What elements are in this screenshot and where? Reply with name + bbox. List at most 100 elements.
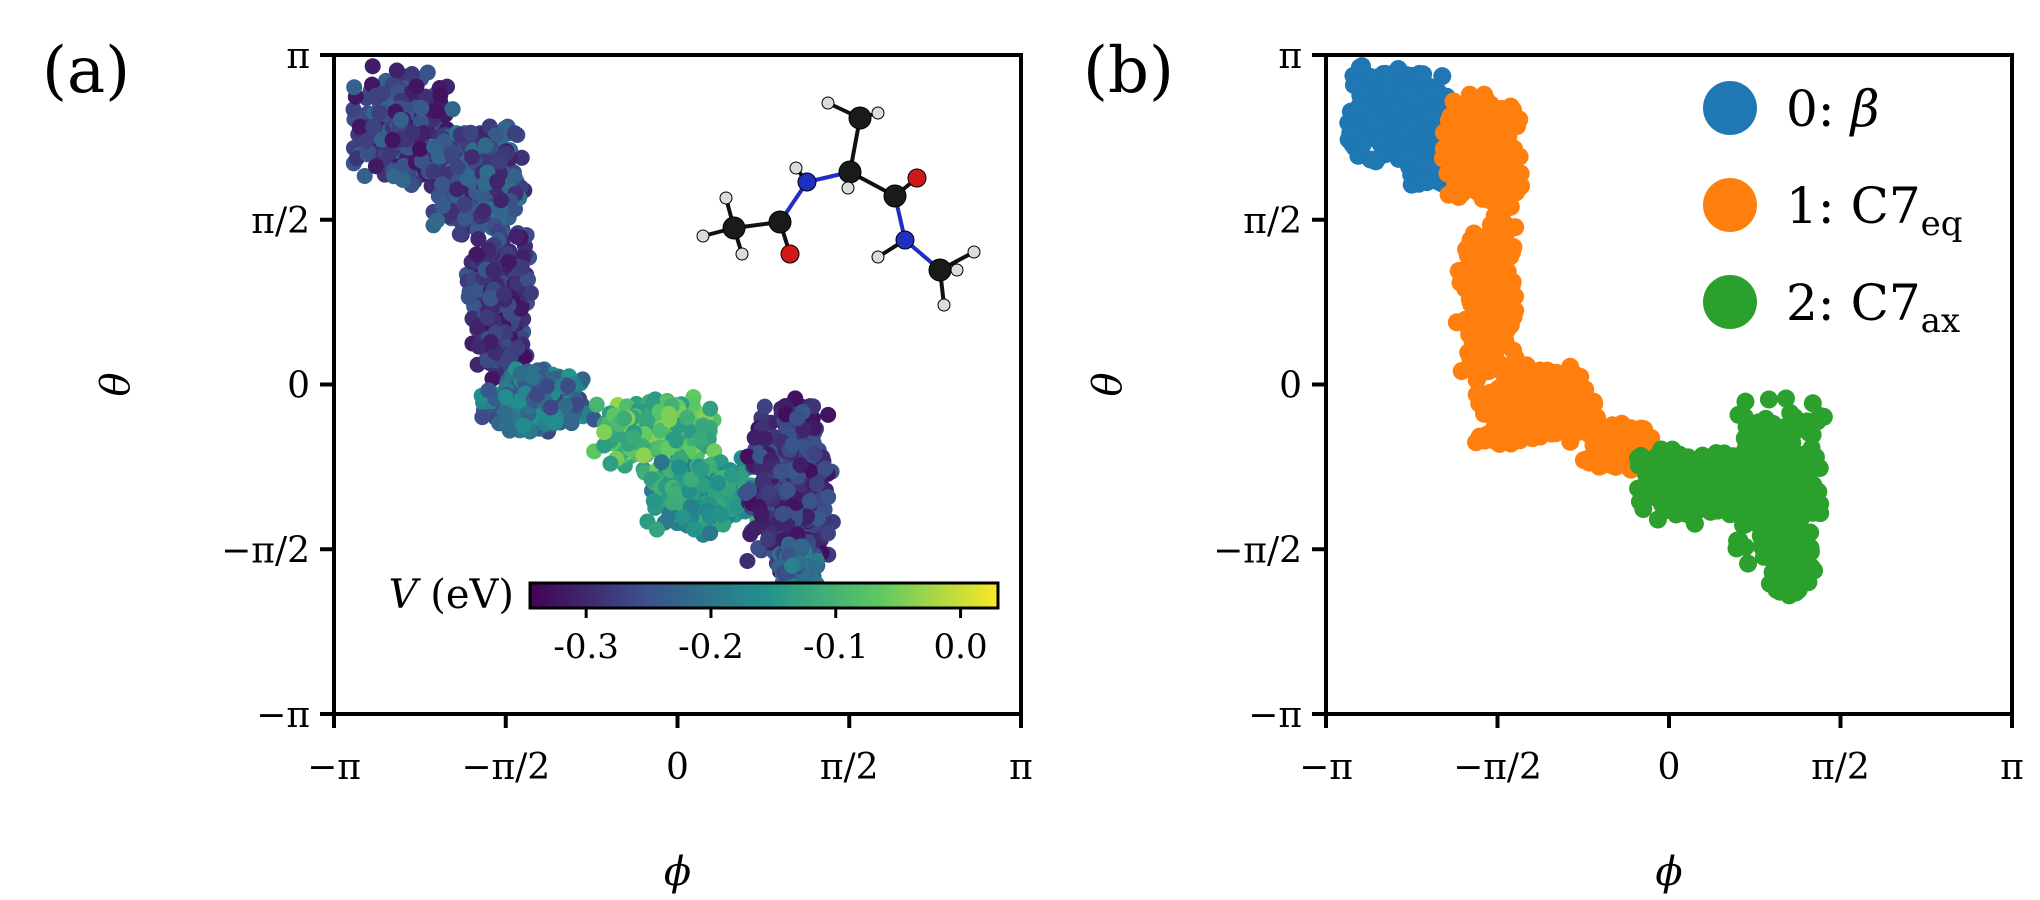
scatter-point: [470, 230, 487, 247]
scatter-point: [1474, 165, 1493, 184]
scatter-point: [1788, 514, 1807, 533]
scatter-point: [385, 168, 402, 185]
scatter-point: [460, 289, 477, 306]
scatter-point: [653, 454, 670, 471]
scatter-point: [345, 101, 362, 118]
scatter-point: [1770, 549, 1789, 568]
scatter-point: [506, 125, 523, 142]
scatter-point: [1444, 92, 1463, 111]
scatter-point: [491, 154, 508, 171]
x-tick-label: −π/2: [1453, 747, 1542, 788]
scatter-point: [1757, 489, 1776, 508]
scatter-point: [1447, 313, 1466, 332]
scatter-point: [1561, 432, 1580, 451]
hydrogen-atom: [950, 263, 964, 277]
scatter-point: [1516, 373, 1535, 392]
scatter-point: [820, 489, 837, 506]
y-tick-label: −π/2: [221, 530, 310, 571]
scatter-point: [563, 412, 580, 429]
scatter-point: [712, 506, 729, 523]
scatter-point: [509, 340, 526, 357]
scatter-point: [444, 101, 461, 118]
scatter-point: [695, 417, 712, 434]
scatter-point: [801, 492, 818, 509]
legend-label: 0: β: [1786, 80, 1879, 138]
scatter-point: [451, 226, 468, 243]
scatter-point: [1546, 424, 1565, 443]
scatter-point: [1739, 495, 1758, 514]
scatter-point: [695, 477, 712, 494]
scatter-point: [427, 103, 444, 120]
carbon-atom: [722, 216, 746, 240]
scatter-point: [412, 140, 429, 157]
scatter-point: [1434, 139, 1453, 158]
scatter-point: [702, 400, 719, 417]
scatter-point: [470, 338, 487, 355]
scatter-point: [1756, 465, 1775, 484]
scatter-point: [513, 149, 530, 166]
scatter-point: [1781, 421, 1800, 440]
panel-label-b: (b): [1083, 34, 1174, 108]
scatter-point: [1668, 461, 1687, 480]
scatter-point: [497, 388, 514, 405]
scatter-point: [1501, 188, 1520, 207]
scatter-point: [1463, 342, 1482, 361]
scatter-point: [1576, 385, 1595, 404]
scatter-point: [1494, 226, 1513, 245]
scatter-point: [596, 424, 613, 441]
carbon-atom: [768, 210, 792, 234]
scatter-point: [739, 553, 756, 570]
legend-marker: [1703, 275, 1757, 329]
colorbar-tick-label: -0.2: [678, 627, 744, 667]
scatter-point: [479, 309, 496, 326]
scatter-point: [1744, 474, 1763, 493]
scatter-point: [693, 461, 710, 478]
hydrogen-atom: [735, 247, 749, 261]
nitrogen-atom: [797, 172, 817, 192]
x-tick-label: π/2: [1811, 747, 1870, 788]
hydrogen-atom: [719, 191, 733, 205]
scatter-point: [413, 99, 430, 116]
scatter-point: [1606, 457, 1625, 476]
scatter-point: [449, 181, 466, 198]
panel-label-a: (a): [42, 34, 130, 108]
scatter-point: [1466, 324, 1485, 343]
x-tick-label: π: [1009, 747, 1033, 788]
scatter-point: [1379, 71, 1398, 90]
scatter-point: [692, 431, 709, 448]
scatter-point: [1414, 65, 1433, 84]
scatter-point: [371, 104, 388, 121]
scatter-point: [1496, 112, 1515, 131]
scatter-point: [1476, 89, 1495, 108]
scatter-point: [419, 64, 436, 81]
scatter-point: [1389, 98, 1408, 117]
scatter-point: [492, 192, 509, 209]
scatter-point: [1489, 305, 1508, 324]
scatter-point: [596, 437, 613, 454]
scatter-point: [1794, 537, 1813, 556]
x-tick-label: −π: [307, 747, 361, 788]
scatter-point: [1736, 439, 1755, 458]
scatter-point: [1736, 538, 1755, 557]
scatter-point: [808, 476, 825, 493]
scatter-point: [772, 463, 789, 480]
scatter-point: [1623, 426, 1642, 445]
scatter-point: [443, 145, 460, 162]
panel-b: (b) 0: β 1: C7eq 2: C7ax −π −π/2 0 π/2 π −π −π/2…: [1083, 34, 2024, 895]
scatter-point: [559, 378, 576, 395]
scatter-point: [500, 253, 517, 270]
scatter-point: [487, 127, 504, 144]
scatter-point: [679, 409, 696, 426]
scatter-point: [1574, 420, 1593, 439]
scatter-point: [1735, 408, 1754, 427]
scatter-point: [365, 118, 382, 135]
scatter-point: [602, 455, 619, 472]
scatter-point: [501, 422, 518, 439]
scatter-point: [367, 158, 384, 175]
scatter-point: [588, 396, 605, 413]
carbon-atom: [883, 184, 907, 208]
scatter-point: [1467, 433, 1486, 452]
scatter-point: [1449, 187, 1468, 206]
scatter-point: [739, 448, 756, 465]
